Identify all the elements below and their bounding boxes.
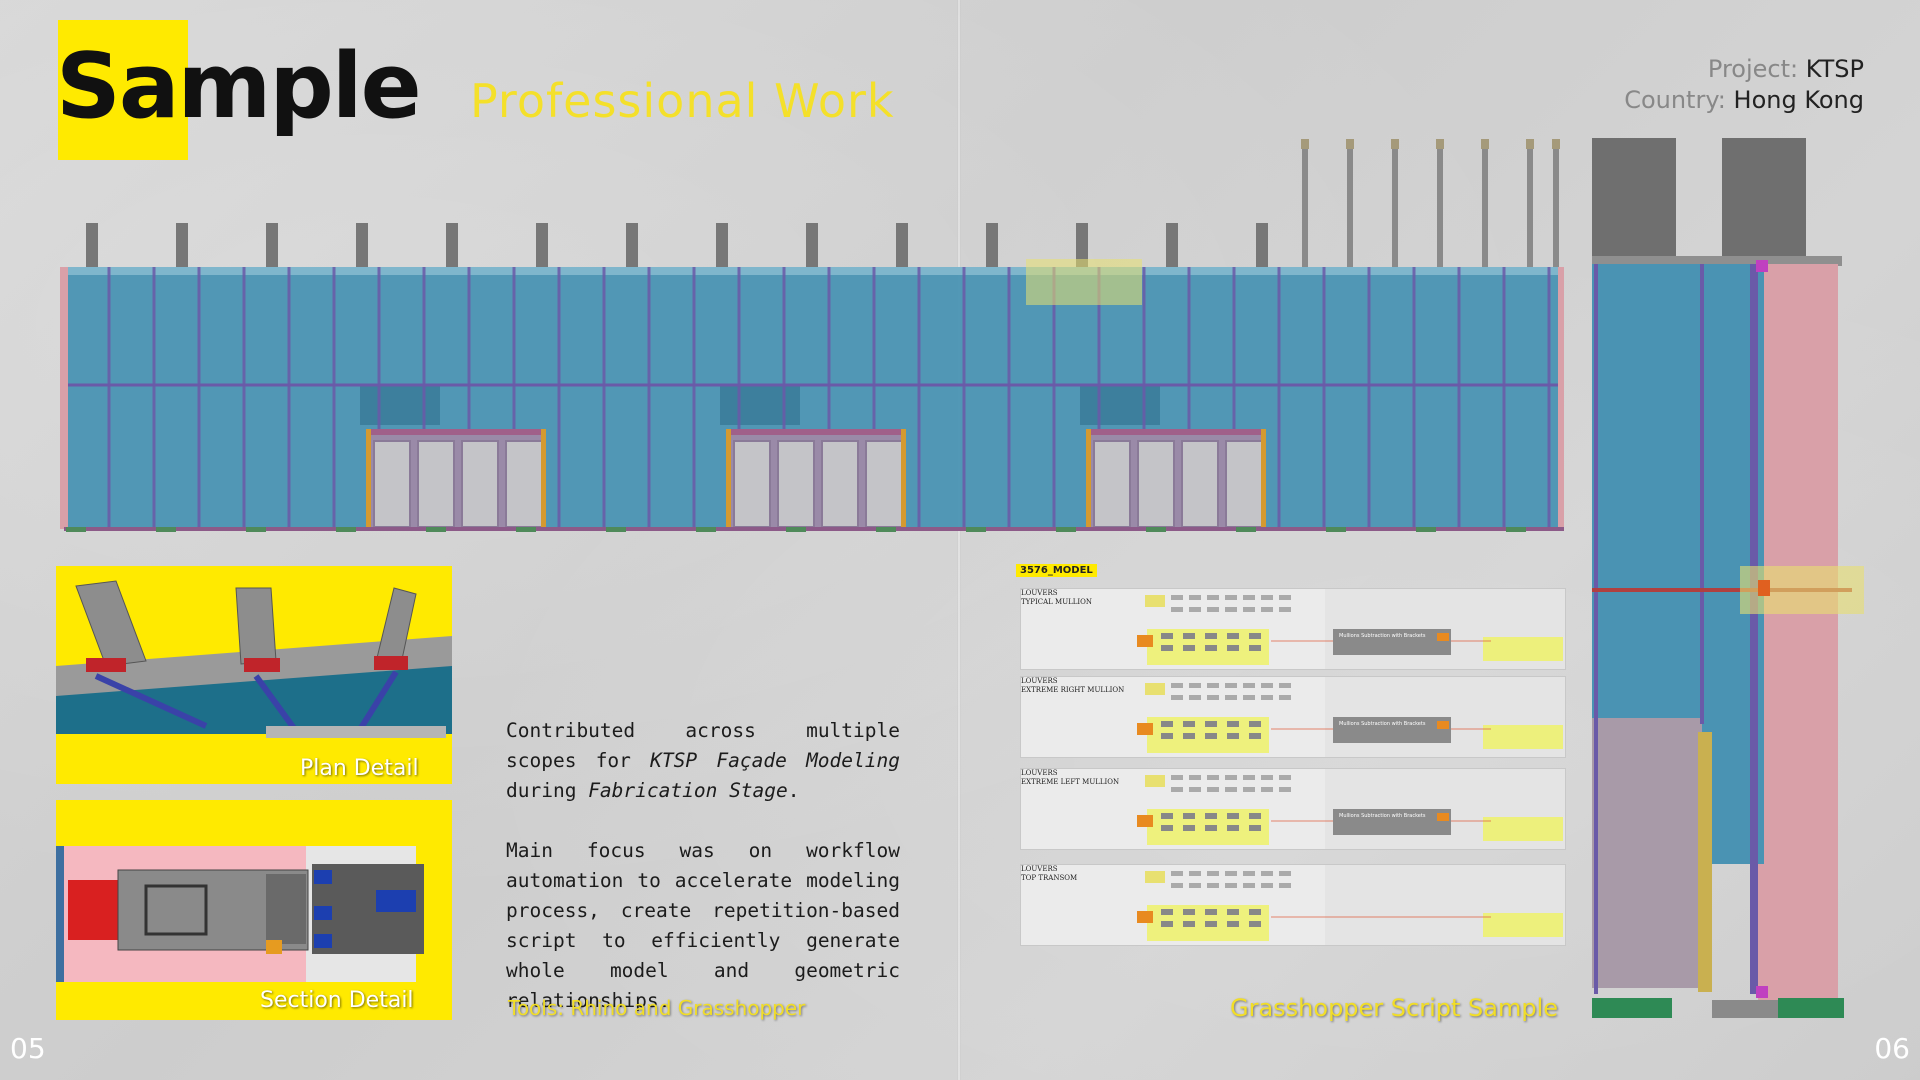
description-paragraph-2: Main focus was on workflow automation to…: [506, 839, 900, 1012]
panel-label-line1: LOUVERS: [1021, 865, 1058, 873]
project-label: Project:: [1707, 55, 1799, 83]
plan-detail-caption: Plan Detail: [300, 756, 419, 781]
page-title: Sample: [56, 34, 422, 139]
section-detail-caption: Section Detail: [260, 988, 414, 1013]
title-highlight-box: [58, 20, 188, 160]
project-value: KTSP: [1805, 55, 1864, 83]
tools-caption: Tools: Rhino and Grasshopper: [508, 996, 806, 1020]
panel-label-line2: TOP TRANSOM: [1021, 874, 1078, 882]
page-subtitle: Professional Work: [470, 74, 895, 128]
plan-detail-image: [56, 566, 452, 784]
panel-label-line1: LOUVERS: [1021, 589, 1058, 597]
grasshopper-panel-label: LOUVERS EXTREME LEFT MULLION: [1021, 769, 1119, 787]
description-paragraph-1: Contributed across multiple scopes for K…: [506, 719, 900, 802]
grasshopper-panel: LOUVERS EXTREME LEFT MULLION Mullions Subt…: [1020, 768, 1566, 850]
panel-label-line1: LOUVERS: [1021, 769, 1058, 777]
panel-label-line1: LOUVERS: [1021, 677, 1058, 685]
grasshopper-panel: LOUVERS TYPICAL MULLION Mullions Subtracti…: [1020, 588, 1566, 670]
grasshopper-model-tag: 3576_MODEL: [1016, 564, 1097, 577]
country-value: Hong Kong: [1733, 86, 1864, 114]
panel-label-line2: TYPICAL MULLION: [1021, 598, 1093, 606]
grasshopper-group-label: Mullions Subtraction with Brackets: [1339, 633, 1426, 639]
description-text: Contributed across multiple scopes for K…: [506, 716, 900, 1016]
grasshopper-panel-label: LOUVERS EXTREME RIGHT MULLION: [1021, 677, 1124, 695]
grasshopper-panel: LOUVERS EXTREME RIGHT MULLION Mullions Sub…: [1020, 676, 1566, 758]
panel-label-line2: EXTREME LEFT MULLION: [1021, 778, 1120, 786]
grasshopper-caption: Grasshopper Script Sample: [1230, 994, 1559, 1022]
grasshopper-group-label: Mullions Subtraction with Brackets: [1339, 721, 1426, 727]
grasshopper-panel-label: LOUVERS TYPICAL MULLION: [1021, 589, 1092, 607]
grasshopper-node-graph: Mullions Subtraction with Brackets: [1137, 589, 1565, 669]
section-detail-image: [56, 800, 452, 1020]
grasshopper-node-graph: Mullions Subtraction with Brackets: [1137, 677, 1565, 757]
page-number-left: 05: [10, 1032, 46, 1065]
facade-elevation-drawing: [60, 139, 1564, 532]
grasshopper-group-label: Mullions Subtraction with Brackets: [1339, 813, 1426, 819]
page-fold: [957, 0, 961, 1080]
grasshopper-panel-label: LOUVERS TOP TRANSOM: [1021, 865, 1077, 883]
panel-label-line2: EXTREME RIGHT MULLION: [1021, 686, 1125, 694]
grasshopper-node-graph: Mullions Subtraction with Brackets: [1137, 769, 1565, 849]
page-number-right: 06: [1874, 1032, 1910, 1065]
country-label: Country:: [1624, 86, 1726, 114]
facade-side-section-drawing: [1592, 138, 1864, 1018]
grasshopper-panel: LOUVERS TOP TRANSOM: [1020, 864, 1566, 946]
project-info: Project: KTSP Country: Hong Kong: [1624, 54, 1864, 116]
grasshopper-node-graph: [1137, 865, 1565, 945]
